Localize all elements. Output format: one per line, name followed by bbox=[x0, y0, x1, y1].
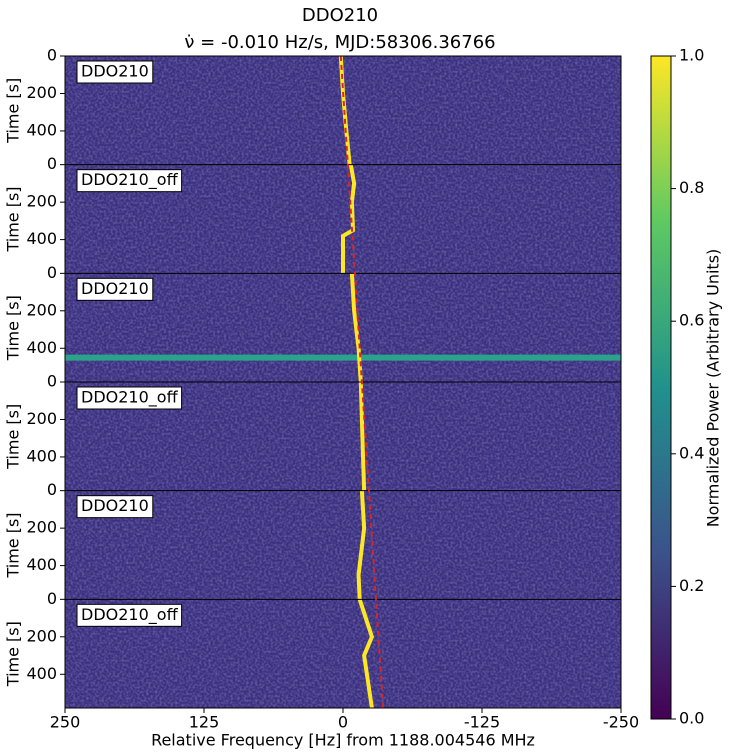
y-tick-label: 200 bbox=[26, 192, 57, 211]
x-tick-label: 125 bbox=[189, 713, 220, 732]
y-axis-label: Time [s] bbox=[4, 186, 23, 252]
y-axis-label: Time [s] bbox=[4, 512, 23, 578]
signal-track bbox=[357, 598, 375, 709]
y-tick-label: 200 bbox=[26, 300, 57, 319]
x-axis-label: Relative Frequency [Hz] from 1188.004546… bbox=[151, 731, 535, 750]
y-axis-label: Time [s] bbox=[4, 621, 23, 687]
panel-label: DDO210_off bbox=[81, 170, 179, 190]
signal-track bbox=[358, 381, 367, 491]
y-axis-label: Time [s] bbox=[4, 78, 23, 144]
x-tick-label: -250 bbox=[603, 713, 639, 732]
panel-label: DDO210 bbox=[81, 496, 149, 515]
colorbar-label: Normalized Power (Arbitrary Units) bbox=[704, 249, 723, 528]
panel-label-box bbox=[76, 603, 183, 627]
y-tick-label: 400 bbox=[26, 229, 57, 248]
y-tick-label: 400 bbox=[26, 120, 57, 139]
y-tick-label: 0 bbox=[47, 480, 57, 499]
panel-label-box bbox=[76, 386, 183, 410]
y-tick-label: 400 bbox=[26, 555, 57, 574]
panel-label: DDO210_off bbox=[81, 388, 179, 408]
panel-label: DDO210 bbox=[81, 62, 149, 81]
chart-title: DDO210 bbox=[302, 5, 378, 26]
y-tick-label: 0 bbox=[47, 372, 57, 391]
y-tick-label: 200 bbox=[26, 626, 57, 645]
colorbar-tick-label: 0.4 bbox=[679, 443, 704, 462]
signal-track bbox=[341, 164, 357, 274]
panel-label-box bbox=[76, 495, 154, 519]
signal-track bbox=[349, 273, 363, 383]
colorbar bbox=[650, 55, 672, 720]
y-tick-label: 0 bbox=[47, 589, 57, 608]
panel-label: DDO210 bbox=[81, 279, 149, 298]
chart-subtitle: ν̇ = -0.010 Hz/s, MJD:58306.36766 bbox=[184, 32, 495, 53]
panel-label: DDO210_off bbox=[81, 605, 179, 625]
colorbar-tick-label: 0.0 bbox=[679, 709, 704, 728]
y-tick-label: 400 bbox=[26, 338, 57, 357]
y-tick-label: 0 bbox=[47, 154, 57, 173]
y-tick-label: 400 bbox=[26, 446, 57, 465]
colorbar-tick-label: 0.2 bbox=[679, 576, 704, 595]
drift-line bbox=[339, 55, 385, 709]
y-tick-label: 200 bbox=[26, 518, 57, 537]
y-tick-label: 200 bbox=[26, 83, 57, 102]
panel-label-box bbox=[76, 277, 154, 301]
y-tick-label: 400 bbox=[26, 664, 57, 683]
panel-label-box bbox=[76, 169, 183, 193]
signal-track bbox=[356, 490, 367, 600]
x-tick-label: 250 bbox=[50, 713, 81, 732]
y-tick-label: 200 bbox=[26, 409, 57, 428]
y-axis-label: Time [s] bbox=[4, 404, 23, 470]
colorbar-tick-label: 0.8 bbox=[679, 178, 704, 197]
y-tick-label: 0 bbox=[47, 46, 57, 65]
colorbar-tick-label: 0.6 bbox=[679, 311, 704, 330]
y-axis-label: Time [s] bbox=[4, 295, 23, 361]
colorbar-tick-label: 1.0 bbox=[679, 46, 704, 65]
y-tick-label: 0 bbox=[47, 263, 57, 282]
x-tick-label: 0 bbox=[338, 713, 348, 732]
x-tick-label: -125 bbox=[464, 713, 500, 732]
panel-label-box bbox=[76, 60, 154, 84]
